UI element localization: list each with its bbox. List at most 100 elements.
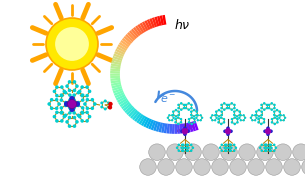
Circle shape	[223, 102, 226, 105]
Circle shape	[225, 149, 228, 152]
Circle shape	[183, 107, 185, 109]
Circle shape	[180, 121, 182, 124]
Circle shape	[238, 117, 241, 119]
Circle shape	[57, 102, 61, 106]
Circle shape	[273, 149, 275, 152]
Circle shape	[224, 143, 227, 146]
Circle shape	[199, 119, 202, 121]
Circle shape	[50, 98, 53, 101]
Circle shape	[271, 121, 273, 124]
Circle shape	[68, 98, 72, 102]
Circle shape	[73, 89, 76, 92]
Circle shape	[180, 129, 184, 133]
Circle shape	[68, 80, 71, 84]
Circle shape	[55, 94, 59, 98]
Circle shape	[140, 159, 156, 175]
Circle shape	[86, 98, 89, 101]
Circle shape	[77, 101, 80, 104]
Circle shape	[270, 143, 272, 146]
Circle shape	[73, 80, 76, 84]
Circle shape	[190, 104, 193, 106]
Circle shape	[187, 146, 190, 149]
Circle shape	[46, 18, 98, 70]
Circle shape	[275, 144, 291, 160]
Circle shape	[224, 149, 227, 152]
Circle shape	[60, 94, 64, 98]
Circle shape	[228, 107, 230, 109]
Circle shape	[282, 114, 285, 116]
Circle shape	[231, 108, 233, 111]
Circle shape	[80, 85, 84, 89]
Circle shape	[196, 110, 198, 113]
Circle shape	[263, 146, 266, 149]
Circle shape	[72, 106, 76, 110]
Circle shape	[270, 146, 273, 149]
Circle shape	[176, 146, 178, 149]
Circle shape	[77, 114, 80, 117]
Circle shape	[220, 116, 223, 119]
Circle shape	[223, 129, 227, 133]
Circle shape	[182, 143, 185, 146]
Circle shape	[55, 111, 59, 114]
Circle shape	[81, 93, 84, 97]
Circle shape	[174, 121, 177, 124]
Circle shape	[233, 123, 236, 125]
Circle shape	[193, 115, 195, 118]
Circle shape	[228, 146, 230, 149]
Circle shape	[263, 108, 266, 111]
Circle shape	[80, 94, 84, 98]
Circle shape	[77, 91, 80, 94]
Circle shape	[228, 143, 231, 146]
Circle shape	[276, 121, 279, 124]
Circle shape	[229, 143, 232, 146]
Circle shape	[254, 114, 257, 116]
Circle shape	[67, 99, 77, 108]
Circle shape	[273, 143, 275, 146]
Circle shape	[271, 108, 273, 111]
Circle shape	[149, 144, 165, 160]
Circle shape	[180, 118, 182, 120]
Circle shape	[75, 120, 79, 124]
Circle shape	[188, 102, 190, 105]
Circle shape	[265, 128, 271, 134]
Circle shape	[220, 104, 223, 106]
Circle shape	[63, 115, 66, 119]
Circle shape	[188, 118, 190, 120]
Circle shape	[177, 107, 180, 109]
Circle shape	[268, 146, 271, 149]
Circle shape	[233, 143, 235, 146]
Circle shape	[185, 104, 187, 106]
Circle shape	[178, 143, 180, 146]
Circle shape	[187, 149, 189, 152]
Circle shape	[212, 159, 228, 175]
Circle shape	[215, 110, 217, 113]
Circle shape	[190, 110, 192, 113]
Circle shape	[226, 107, 228, 109]
Circle shape	[239, 110, 241, 113]
Circle shape	[53, 115, 56, 119]
Circle shape	[59, 111, 63, 115]
Circle shape	[211, 114, 213, 116]
Circle shape	[263, 102, 266, 105]
Circle shape	[192, 146, 194, 149]
Circle shape	[197, 119, 199, 121]
Circle shape	[64, 101, 70, 107]
Circle shape	[236, 118, 239, 120]
Circle shape	[81, 111, 84, 115]
Circle shape	[81, 98, 84, 102]
Circle shape	[176, 159, 192, 175]
Circle shape	[183, 126, 187, 130]
Circle shape	[175, 115, 177, 118]
Circle shape	[100, 105, 103, 108]
Circle shape	[268, 104, 270, 106]
Circle shape	[271, 102, 273, 105]
Circle shape	[50, 106, 53, 110]
Circle shape	[278, 114, 281, 116]
Circle shape	[242, 119, 245, 121]
Circle shape	[266, 104, 268, 106]
Circle shape	[185, 149, 188, 152]
Circle shape	[260, 104, 263, 106]
Circle shape	[239, 114, 241, 116]
Circle shape	[263, 118, 265, 120]
Circle shape	[68, 124, 71, 128]
